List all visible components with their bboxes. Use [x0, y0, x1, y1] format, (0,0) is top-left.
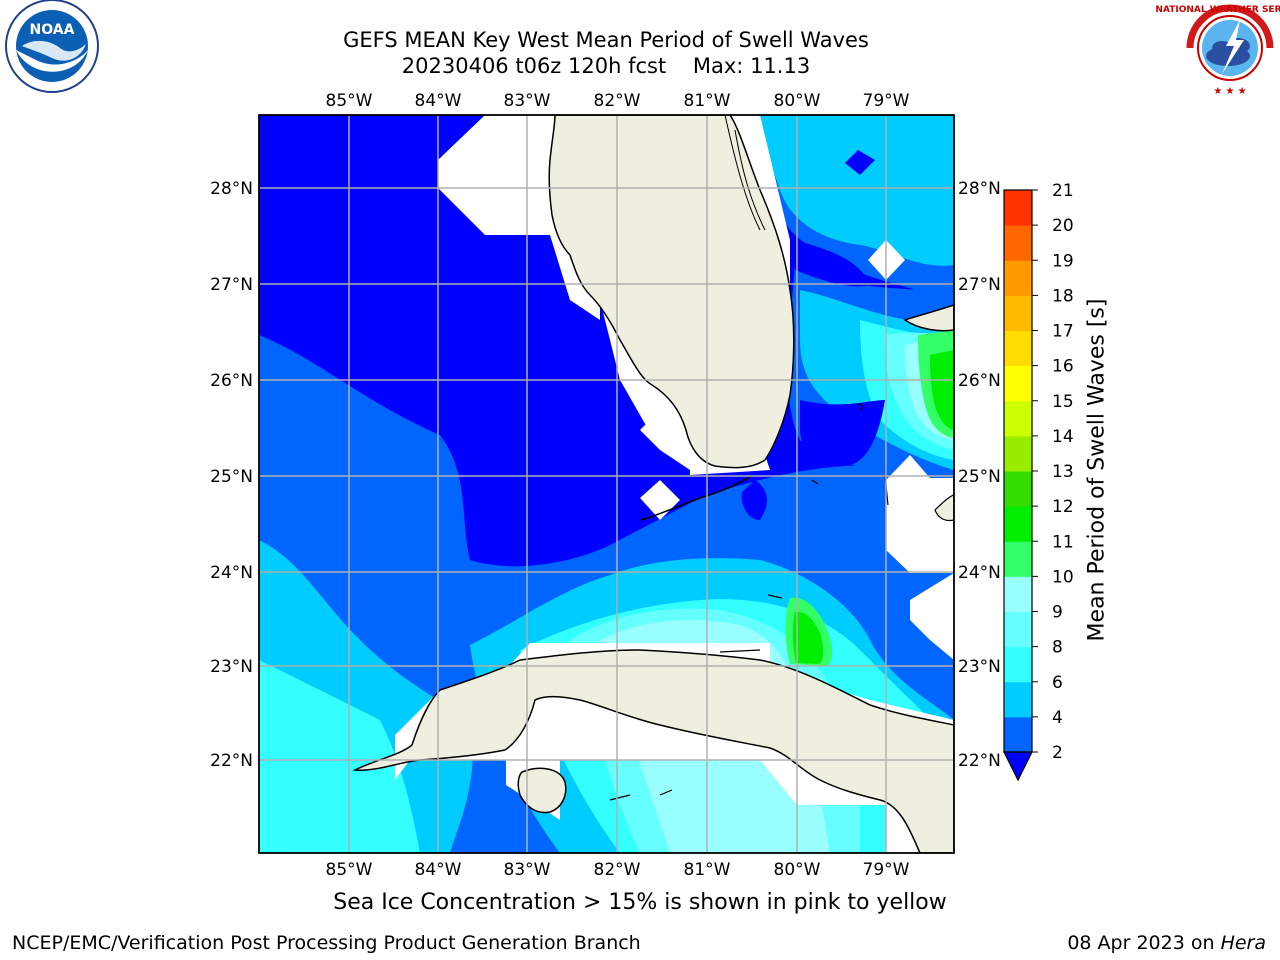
colorbar-swatch — [1004, 576, 1032, 612]
colorbar: 2 4 6 8 9 10 11 12 13 14 15 16 17 18 19 20 21 — [1003, 181, 1074, 782]
colorbar-tick-label: 21 — [1052, 181, 1074, 201]
latitude-labels-right: 28°N 27°N 26°N 25°N 24°N 23°N 22°N — [958, 179, 1001, 771]
colorbar-swatch — [1004, 400, 1032, 437]
colorbar-swatch — [1004, 506, 1032, 542]
sea-ice-note: Sea Ice Concentration > 15% is shown in … — [333, 890, 947, 915]
colorbar-swatch — [1004, 541, 1032, 577]
lat-tick-right: 23°N — [958, 657, 1001, 677]
credit-text: NCEP/EMC/Verification Post Processing Pr… — [12, 932, 641, 954]
lon-tick-bottom: 79°W — [863, 860, 910, 880]
lon-tick-top: 79°W — [863, 91, 910, 111]
lat-tick-right: 26°N — [958, 371, 1001, 391]
lat-tick-left: 26°N — [210, 371, 253, 391]
lat-tick-right: 27°N — [958, 275, 1001, 295]
max-value: 11.13 — [750, 54, 811, 78]
colorbar-swatch — [1004, 611, 1032, 648]
date-host-text: 08 Apr 2023 on Hera — [1067, 932, 1266, 954]
lon-tick-top: 80°W — [774, 91, 821, 111]
colorbar-swatch — [1004, 365, 1032, 402]
lon-tick-bottom: 81°W — [684, 860, 731, 880]
forecast-run-label: 20230406 t06z 120h fcst — [401, 54, 667, 78]
colorbar-tick-label: 17 — [1052, 322, 1074, 342]
date-text: 08 Apr 2023 on — [1067, 932, 1215, 954]
colorbar-swatch — [1004, 225, 1032, 261]
colorbar-swatch — [1004, 471, 1032, 507]
lat-tick-left: 23°N — [210, 657, 253, 677]
lat-tick-left: 28°N — [210, 179, 253, 199]
colorbar-swatch — [1004, 681, 1032, 718]
map-title: GEFS MEAN Key West Mean Period of Swell … — [343, 28, 869, 52]
colorbar-swatch — [1004, 260, 1032, 296]
lat-tick-left: 22°N — [210, 751, 253, 771]
colorbar-tick-label: 10 — [1052, 567, 1074, 587]
lon-tick-bottom: 83°W — [504, 860, 551, 880]
colorbar-tick-label: 16 — [1052, 357, 1074, 377]
max-label: Max: — [692, 54, 744, 78]
noaa-logo-text: NOAA — [30, 22, 75, 38]
colorbar-swatch — [1004, 435, 1032, 472]
svg-text:★ ★ ★: ★ ★ ★ — [1213, 86, 1246, 97]
colorbar-swatch — [1004, 646, 1032, 683]
colorbar-swatch — [1004, 716, 1032, 753]
colorbar-tick-label: 19 — [1052, 251, 1074, 271]
colorbar-tick-label: 9 — [1052, 603, 1063, 623]
longitude-labels-top: 85°W 84°W 83°W 82°W 81°W 80°W 79°W — [326, 91, 910, 111]
colorbar-tick-label: 18 — [1052, 286, 1074, 306]
lat-tick-right: 22°N — [958, 751, 1001, 771]
colorbar-tick-label: 13 — [1052, 462, 1074, 482]
lon-tick-bottom: 85°W — [326, 860, 373, 880]
colorbar-under-arrow — [1003, 751, 1033, 782]
host-text: Hera — [1220, 932, 1266, 954]
map-subtitle: 20230406 t06z 120h fcst Max: 11.13 — [256, 53, 956, 79]
lon-tick-top: 85°W — [326, 91, 373, 111]
colorbar-tick-label: 12 — [1052, 497, 1074, 517]
map-frame — [258, 114, 955, 854]
graticule — [259, 115, 954, 853]
lon-tick-bottom: 82°W — [594, 860, 641, 880]
lon-tick-top: 83°W — [504, 91, 551, 111]
lon-tick-top: 82°W — [594, 91, 641, 111]
noaa-logo-icon: NOAA — [5, 0, 99, 93]
colorbar-swatch — [1004, 295, 1032, 331]
colorbar-tick-label: 15 — [1052, 392, 1074, 412]
colorbar-tick-label: 20 — [1052, 216, 1074, 236]
colorbar-tick-label: 8 — [1052, 638, 1063, 658]
colorbar-tick-label: 6 — [1052, 673, 1063, 693]
longitude-labels-bottom: 85°W 84°W 83°W 82°W 81°W 80°W 79°W — [326, 860, 910, 880]
nws-logo-icon: NATIONAL WEATHER SERVICE ★ ★ ★ — [1155, 2, 1280, 97]
colorbar-tick-label: 14 — [1052, 427, 1074, 447]
colorbar-tick-label: 11 — [1052, 532, 1074, 552]
lat-tick-left: 25°N — [210, 467, 253, 487]
colorbar-tick-label: 4 — [1052, 708, 1063, 728]
lon-tick-bottom: 84°W — [415, 860, 462, 880]
colorbar-tick-label: 2 — [1052, 743, 1063, 763]
swell-period-field — [259, 115, 954, 853]
lat-tick-right: 24°N — [958, 563, 1001, 583]
lat-tick-left: 27°N — [210, 275, 253, 295]
colorbar-label: Mean Period of Swell Waves [s] — [1084, 298, 1110, 642]
lon-tick-top: 84°W — [415, 91, 462, 111]
lon-tick-bottom: 80°W — [774, 860, 821, 880]
latitude-labels-left: 28°N 27°N 26°N 25°N 24°N 23°N 22°N — [210, 179, 253, 771]
colorbar-swatch — [1004, 190, 1032, 226]
lat-tick-right: 25°N — [958, 467, 1001, 487]
colorbar-swatch — [1004, 330, 1032, 367]
lon-tick-top: 81°W — [684, 91, 731, 111]
lat-tick-right: 28°N — [958, 179, 1001, 199]
lat-tick-left: 24°N — [210, 563, 253, 583]
